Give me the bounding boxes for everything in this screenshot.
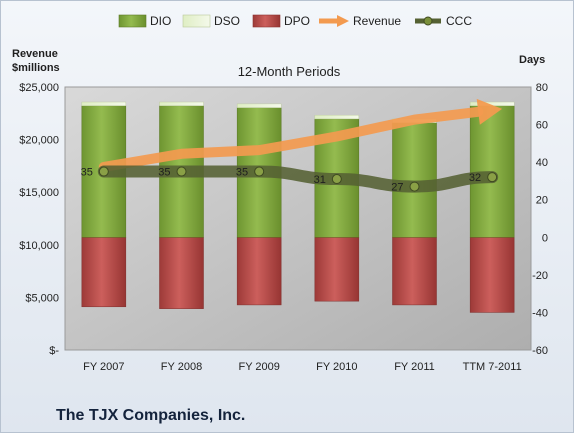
ccc-data-label: 31 xyxy=(314,174,326,186)
legend-label-revenue: Revenue xyxy=(353,14,401,28)
legend-swatch-revenue-arrowhead xyxy=(337,15,349,27)
left-axis-ticks: $25,000 $20,000 $15,000 $10,000 $5,000 $- xyxy=(19,82,59,357)
chart-title: 12-Month Periods xyxy=(238,64,341,79)
legend-swatch-ccc-marker xyxy=(424,17,432,25)
legend-label-ccc: CCC xyxy=(446,14,472,28)
left-tick-label: $5,000 xyxy=(25,292,59,304)
bar-dpo xyxy=(160,237,204,308)
ccc-point xyxy=(99,167,108,176)
x-tick-label: FY 2009 xyxy=(238,361,279,373)
ccc-data-label: 27 xyxy=(391,182,403,194)
x-tick-label: FY 2011 xyxy=(394,361,435,373)
ccc-data-label: 32 xyxy=(469,172,481,184)
bar-dpo xyxy=(82,237,126,307)
legend-label-dso: DSO xyxy=(214,14,240,28)
bar-dso xyxy=(315,115,359,119)
legend-item-dpo: DPO xyxy=(253,14,310,28)
ccc-data-label: 35 xyxy=(236,167,248,179)
bar-dpo xyxy=(315,237,359,301)
x-tick-label: FY 2008 xyxy=(161,361,202,373)
ccc-point xyxy=(410,182,419,191)
right-tick-label: -20 xyxy=(532,270,548,282)
ccc-point xyxy=(177,167,186,176)
legend-label-dpo: DPO xyxy=(284,14,310,28)
right-tick-label: 20 xyxy=(536,195,548,207)
ccc-data-label: 35 xyxy=(81,167,93,179)
left-axis-title-line2: $millions xyxy=(12,62,60,74)
ccc-point xyxy=(332,175,341,184)
left-axis-title-line1: Revenue xyxy=(12,48,58,60)
legend-item-revenue: Revenue xyxy=(319,14,401,28)
right-tick-label: 60 xyxy=(536,120,548,132)
legend-label-dio: DIO xyxy=(150,14,171,28)
legend-swatch-dio xyxy=(119,15,146,27)
right-tick-label: -40 xyxy=(532,307,548,319)
bar-dpo xyxy=(393,237,437,305)
left-tick-label: $20,000 xyxy=(19,135,59,147)
legend-item-dso: DSO xyxy=(183,14,240,28)
right-tick-label: 40 xyxy=(536,157,548,169)
legend-item-dio: DIO xyxy=(119,14,171,28)
bar-dpo xyxy=(470,237,514,312)
legend-item-ccc: CCC xyxy=(415,14,472,28)
bar-dso xyxy=(237,104,281,108)
legend-swatch-dso xyxy=(183,15,210,27)
x-axis-labels: FY 2007 FY 2008 FY 2009 FY 2010 FY 2011 TTM 7… xyxy=(83,361,522,373)
bar-dso xyxy=(160,102,204,106)
x-tick-label: TTM 7-2011 xyxy=(463,361,522,373)
left-tick-label: $15,000 xyxy=(19,187,59,199)
ccc-data-label: 35 xyxy=(158,167,170,179)
ccc-point xyxy=(488,173,497,182)
ccc-point xyxy=(255,167,264,176)
right-tick-label: -60 xyxy=(532,345,548,357)
x-tick-label: FY 2007 xyxy=(83,361,124,373)
plot-area xyxy=(65,87,531,350)
legend-swatch-dpo xyxy=(253,15,280,27)
bar-dpo xyxy=(237,237,281,305)
right-axis-title: Days xyxy=(519,54,545,66)
right-axis-ticks: 80 60 40 20 0 -20 -40 -60 xyxy=(532,82,548,357)
x-tick-label: FY 2010 xyxy=(316,361,357,373)
bar-dso xyxy=(82,102,126,106)
left-tick-label: $25,000 xyxy=(19,82,59,94)
company-name: The TJX Companies, Inc. xyxy=(56,407,245,424)
right-tick-label: 0 xyxy=(542,232,548,244)
left-tick-label: $- xyxy=(49,345,59,357)
right-tick-label: 80 xyxy=(536,82,548,94)
legend: DIO DSO DPO Revenue CCC xyxy=(119,14,472,28)
left-tick-label: $10,000 xyxy=(19,240,59,252)
